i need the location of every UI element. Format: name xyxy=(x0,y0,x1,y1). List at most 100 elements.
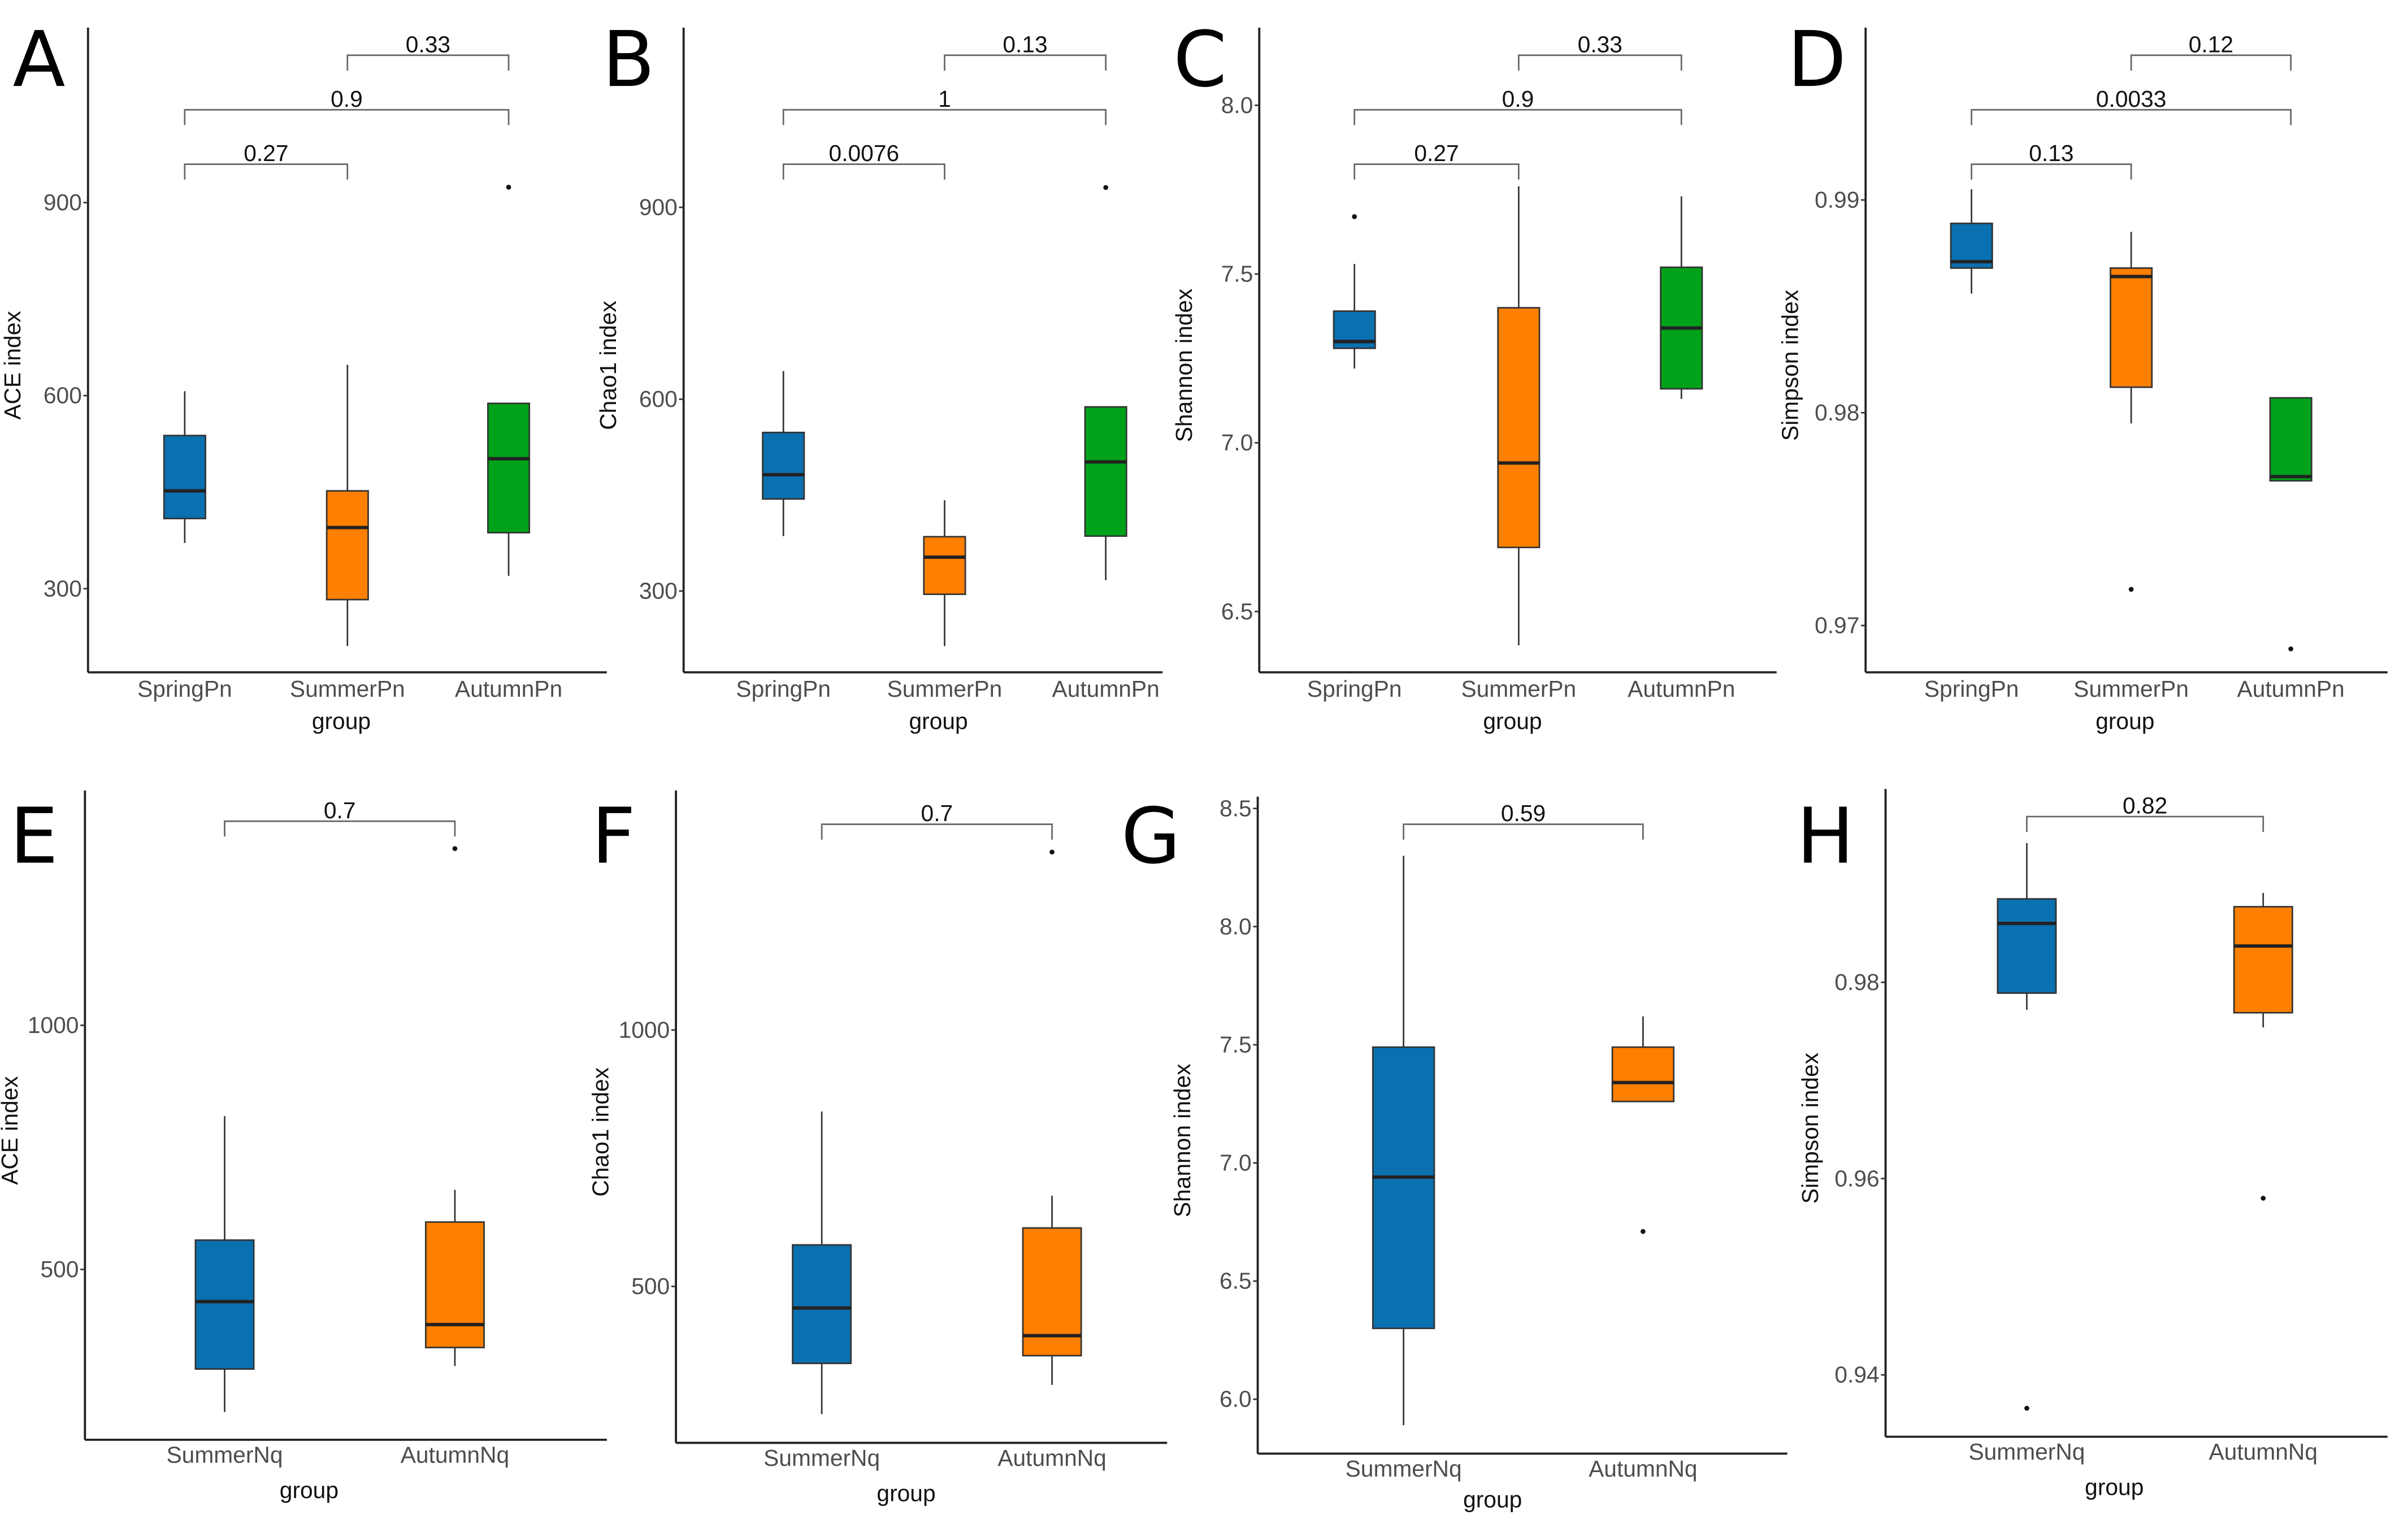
bracket-line xyxy=(2130,54,2292,71)
p-value-label: 0.0076 xyxy=(829,140,900,166)
comparison-bracket: 0.7 xyxy=(224,797,456,837)
y-axis-label: Simpson index xyxy=(1777,290,1803,441)
x-tick-label: SummerNq xyxy=(763,1445,880,1471)
panel-letter: D xyxy=(1787,15,1847,105)
x-tick-label: AutumnNq xyxy=(1589,1456,1697,1482)
panel-letter: H xyxy=(1797,792,1854,882)
x-axis-label: group xyxy=(909,708,967,734)
p-value-label: 0.9 xyxy=(1502,86,1534,112)
x-tick-label: AutumnNq xyxy=(2209,1439,2318,1465)
bracket-line xyxy=(821,823,1053,840)
bracket-line xyxy=(944,54,1107,71)
y-tick-label: 500 xyxy=(40,1256,79,1282)
box-springpn xyxy=(1950,189,1993,294)
y-tick-label: 900 xyxy=(639,194,678,220)
x-tick-label: SummerNq xyxy=(167,1442,283,1468)
x-tick-label: SummerNq xyxy=(1346,1456,1462,1482)
x-axis-label: group xyxy=(280,1477,339,1503)
y-axis-label: ACE index xyxy=(0,311,25,419)
y-tick-label: 7.5 xyxy=(1220,1031,1252,1057)
x-tick-label: SummerPn xyxy=(2073,676,2189,702)
outlier-point xyxy=(1352,214,1357,219)
p-value-label: 0.7 xyxy=(324,797,356,823)
y-tick-label: 7.0 xyxy=(1221,429,1253,455)
x-tick-label: AutumnPn xyxy=(1628,676,1735,702)
panel-g: G 6.0 6.5 7.0 7.5 8.0 8.5 Shannon index SummerNq… xyxy=(1121,792,1787,1512)
bracket-line xyxy=(2026,815,2264,832)
comparison-bracket: 0.7 xyxy=(821,800,1053,840)
box-summerpn xyxy=(923,500,966,646)
box-autumnnq xyxy=(1611,1016,1675,1234)
p-value-label: 0.13 xyxy=(2029,140,2073,166)
box-autumnpn xyxy=(1660,196,1703,399)
p-value-label: 0.59 xyxy=(1501,800,1546,826)
iqr-box xyxy=(487,402,531,534)
panel-h: H 0.94 0.96 0.98 Simpson index SummerNq Autumn… xyxy=(1797,789,2388,1500)
outlier-point xyxy=(2288,646,2293,652)
bracket-line xyxy=(224,820,456,837)
box-summernq xyxy=(1997,843,2057,1411)
y-tick-label: 0.94 xyxy=(1834,1362,1879,1388)
outlier-point xyxy=(452,846,458,852)
y-tick-label: 300 xyxy=(639,578,678,604)
comparison-bracket: 0.12 xyxy=(2130,31,2292,71)
bracket-line xyxy=(184,108,510,125)
box-summerpn xyxy=(1497,186,1541,645)
box-autumnnq xyxy=(424,846,485,1366)
outlier-point xyxy=(1103,185,1109,190)
y-axis-label: Chao1 index xyxy=(588,1067,614,1197)
outlier-point xyxy=(2128,587,2134,592)
panel-a: A 300 600 900 ACE index SpringPn SummerPn Autum… xyxy=(0,15,607,734)
iqr-box xyxy=(2233,906,2293,1014)
comparison-bracket: 1 xyxy=(782,86,1107,125)
comparison-bracket: 0.9 xyxy=(1353,86,1682,125)
comparison-bracket: 0.0033 xyxy=(1971,86,2292,125)
comparison-bracket: 0.9 xyxy=(184,86,510,125)
panel-letter: E xyxy=(10,792,58,882)
box-summerpn xyxy=(326,364,369,646)
bracket-line xyxy=(1517,54,1682,71)
bracket-line xyxy=(782,108,1107,125)
x-tick-label: AutumnNq xyxy=(997,1445,1106,1471)
box-summernq xyxy=(1372,856,1435,1426)
y-tick-label: 0.97 xyxy=(1815,612,1859,638)
p-value-label: 0.9 xyxy=(331,86,363,112)
outlier-point xyxy=(506,184,511,190)
comparison-bracket: 0.33 xyxy=(346,31,510,71)
x-tick-label: SpringPn xyxy=(137,676,232,702)
bracket-line xyxy=(782,163,945,180)
y-axis-label: Shannon index xyxy=(1171,289,1197,442)
y-tick-label: 6.5 xyxy=(1221,598,1253,624)
iqr-box xyxy=(424,1221,485,1348)
x-tick-label: SummerPn xyxy=(290,676,405,702)
comparison-bracket: 0.27 xyxy=(184,140,349,180)
y-tick-label: 0.99 xyxy=(1815,186,1859,212)
y-tick-label: 600 xyxy=(639,386,678,412)
comparison-bracket: 0.0076 xyxy=(782,140,945,180)
x-axis-label: group xyxy=(2085,1474,2144,1500)
iqr-box xyxy=(1997,898,2057,994)
comparison-bracket: 0.59 xyxy=(1403,800,1644,840)
iqr-box xyxy=(1611,1046,1675,1102)
iqr-box xyxy=(1372,1046,1435,1330)
panel-d: D 0.97 0.98 0.99 Simpson index SpringPn Summer… xyxy=(1777,15,2388,734)
iqr-box xyxy=(1497,307,1541,549)
x-axis-label: group xyxy=(1483,708,1542,734)
x-axis-label: group xyxy=(877,1481,935,1507)
p-value-label: 0.27 xyxy=(1414,140,1459,166)
y-tick-label: 6.5 xyxy=(1220,1268,1252,1294)
x-tick-label: SummerNq xyxy=(1968,1439,2085,1465)
y-tick-label: 1000 xyxy=(619,1017,670,1043)
y-tick-label: 1000 xyxy=(28,1012,79,1038)
y-tick-label: 8.0 xyxy=(1221,92,1253,118)
x-tick-label: SpringPn xyxy=(736,676,831,702)
panel-b: B 300 600 900 Chao1 index SpringPn SummerPn Aut… xyxy=(595,15,1163,734)
bracket-line xyxy=(1403,823,1644,840)
bracket-line xyxy=(1353,163,1520,180)
comparison-bracket: 0.27 xyxy=(1353,140,1520,180)
comparison-bracket: 0.13 xyxy=(944,31,1107,71)
panel-letter: G xyxy=(1121,792,1181,882)
p-value-label: 0.12 xyxy=(2189,31,2233,57)
y-tick-label: 600 xyxy=(44,383,82,409)
